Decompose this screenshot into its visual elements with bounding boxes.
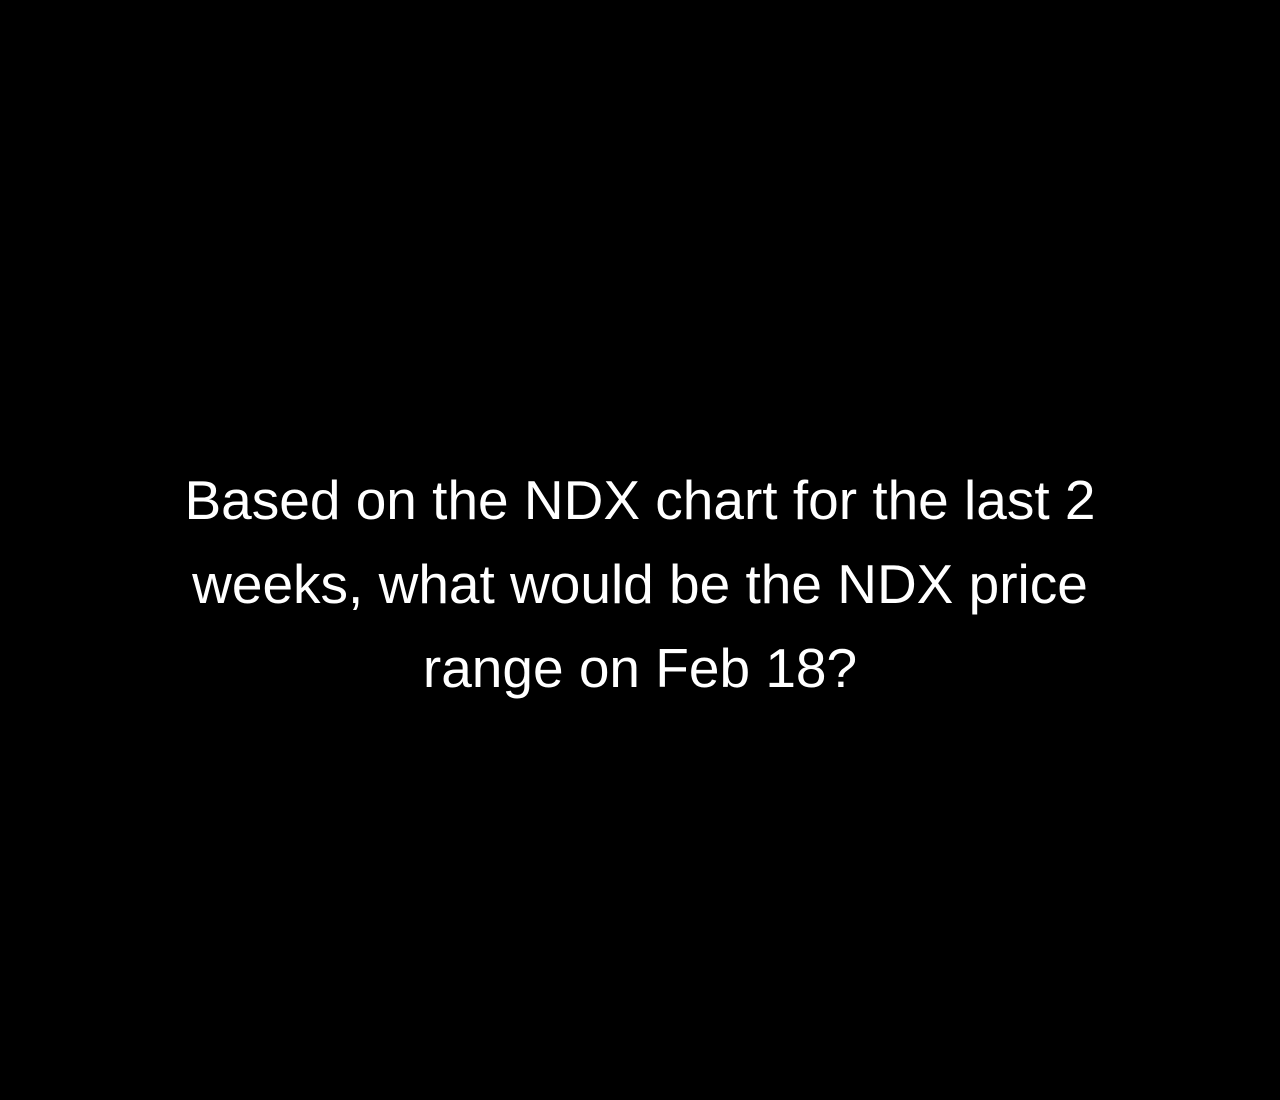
question-line-2: weeks, what would be the NDX price [192,553,1088,615]
question-line-3: range on Feb 18? [422,637,858,699]
question-line-1: Based on the NDX chart for the last 2 [184,469,1096,531]
question-text: Based on the NDX chart for the last 2 we… [140,458,1140,710]
